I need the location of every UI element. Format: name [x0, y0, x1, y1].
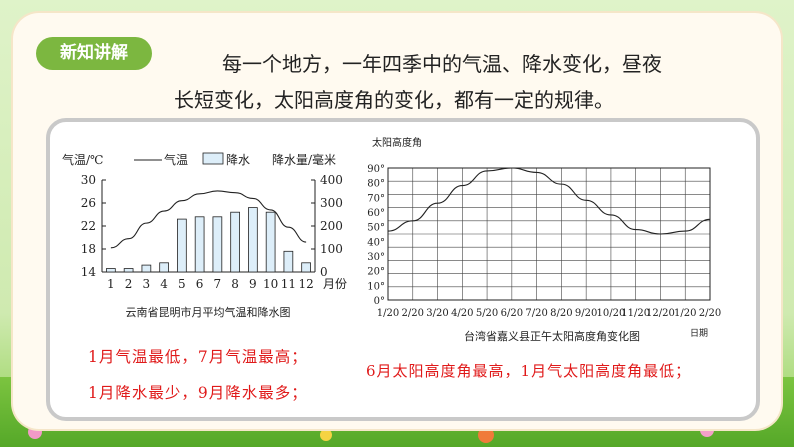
climate-chart-title: 云南省昆明市月平均气温和降水图 [126, 305, 291, 319]
precip-tick-label: 200 [320, 219, 343, 233]
month-label: 1 [107, 277, 115, 291]
month-label: 7 [214, 277, 222, 291]
date-label: 11/20 [621, 308, 650, 319]
date-label: 12/20 [646, 308, 675, 319]
temp-tick-label: 30 [81, 173, 96, 187]
precip-bar [283, 250, 294, 273]
precip-bar [177, 218, 187, 273]
x-axis-unit: 月份 [323, 277, 347, 291]
date-label: 2/20 [402, 308, 424, 319]
temp-tick-label: 14 [81, 265, 97, 279]
sun-angle-tick-label: 30° [367, 252, 385, 263]
month-label: 2 [125, 277, 133, 291]
sun-angle-ylabel: 太阳高度角 [372, 136, 422, 149]
sun-angle-xlabel: 日期 [690, 328, 708, 339]
intro-text: 每一个地方，一年四季中的气温、降水变化，昼夜 长短变化，太阳高度角的变化，都有一… [174, 46, 750, 118]
sun-angle-tick-label: 60° [367, 208, 385, 219]
legend-line-label: 气温 [164, 152, 188, 167]
precip-axis-label: 降水量/毫米 [272, 152, 336, 167]
flower-decoration [320, 429, 332, 441]
temp-axis-label: 气温/℃ [62, 152, 103, 167]
precip-tick-label: 300 [320, 196, 343, 210]
month-label: 10 [263, 277, 278, 291]
flower-decoration [478, 427, 494, 443]
sun-angle-tick-label: 40° [367, 237, 385, 248]
temp-tick-label: 18 [81, 242, 96, 256]
month-label: 8 [231, 277, 239, 291]
date-label: 5/20 [476, 308, 498, 319]
date-label: 4/20 [451, 308, 473, 319]
precip-bar [265, 211, 276, 273]
sun-angle-frame [387, 167, 711, 301]
month-label: 3 [143, 277, 151, 291]
sun-angle-tick-label: 80° [367, 179, 385, 190]
precip-bar [301, 262, 311, 273]
note-sun-angle: 6月太阳高度角最高，1月气太阳高度角最低； [366, 362, 692, 380]
sun-angle-tick-label: 20° [367, 267, 385, 278]
date-label: 7/20 [525, 308, 547, 319]
precip-bar [141, 264, 152, 273]
date-label: 2/20 [699, 308, 721, 319]
sun-angle-tick-label: 70° [367, 193, 385, 204]
note-temperature: 1月气温最低，7月气温最高； [88, 348, 308, 366]
sun-angle-tick-label: 10° [367, 281, 385, 292]
legend-bar-swatch [202, 152, 224, 165]
precip-bar [248, 207, 258, 273]
note-precipitation: 1月降水最少，9月降水最多； [88, 384, 308, 402]
date-label: 9/20 [575, 308, 597, 319]
temperature-line [110, 190, 307, 249]
date-label: 8/20 [550, 308, 572, 319]
precip-bar [159, 262, 169, 273]
sun-angle-line [387, 167, 711, 235]
section-badge: 新知讲解 [36, 37, 152, 70]
precip-tick-label: 0 [320, 265, 328, 279]
date-label: 1/20 [377, 308, 399, 319]
month-label: 6 [196, 277, 204, 291]
precip-bar [212, 216, 223, 273]
precip-bar [106, 268, 116, 273]
date-label: 1/20 [674, 308, 696, 319]
date-label: 10/20 [597, 308, 626, 319]
date-label: 6/20 [501, 308, 523, 319]
intro-line-2: 长短变化，太阳高度角的变化，都有一定的规律。 [174, 88, 614, 112]
sun-angle-tick-label: 90° [367, 164, 385, 175]
month-label: 4 [160, 277, 168, 291]
date-label: 3/20 [426, 308, 448, 319]
precip-bar [194, 216, 205, 273]
month-label: 5 [178, 277, 186, 291]
precip-bar [230, 211, 240, 273]
sun-angle-tick-label: 0° [374, 296, 385, 307]
month-label: 9 [249, 277, 257, 291]
legend-bar-label: 降水 [226, 153, 250, 167]
month-label: 11 [281, 277, 296, 291]
precip-tick-label: 100 [320, 242, 343, 256]
sun-angle-chart-title: 台湾省嘉义县正午太阳高度角变化图 [464, 329, 640, 343]
precip-bar [123, 268, 134, 273]
temp-tick-label: 26 [81, 196, 96, 210]
sun-angle-tick-label: 50° [367, 223, 385, 234]
intro-line-1: 每一个地方，一年四季中的气温、降水变化，昼夜 [222, 52, 662, 76]
month-label: 12 [298, 277, 313, 291]
temp-tick-label: 22 [81, 219, 96, 233]
precip-tick-label: 400 [320, 173, 343, 187]
